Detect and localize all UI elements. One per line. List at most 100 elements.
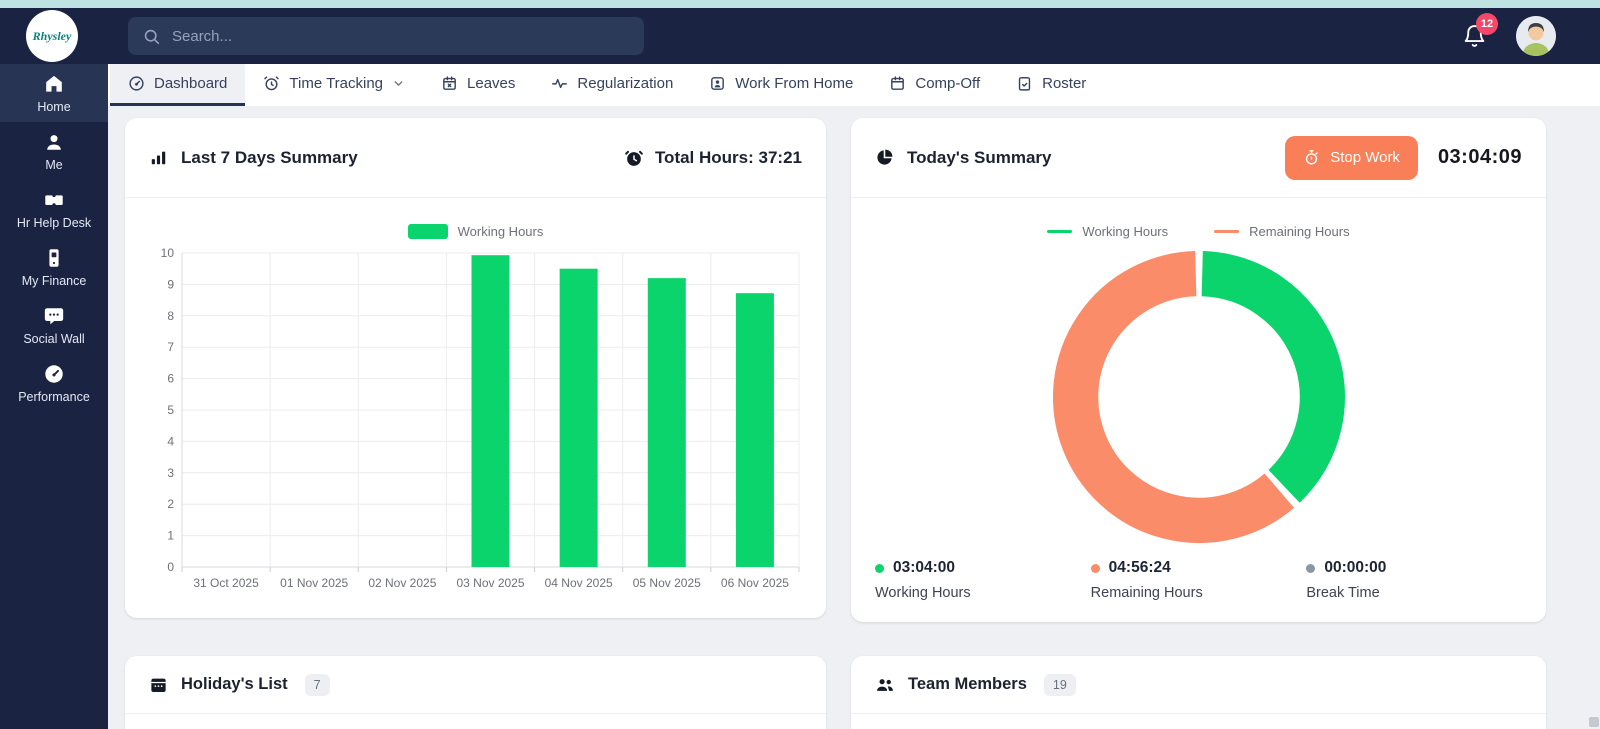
svg-text:0: 0: [167, 560, 174, 574]
svg-text:3: 3: [167, 466, 174, 480]
stat-working-hours: 03:04:00 Working Hours: [875, 559, 1091, 601]
todays-summary-card: Today's Summary Stop Work 03:04:09 Worki…: [851, 118, 1546, 622]
search-bar[interactable]: [128, 17, 644, 55]
tab-label: Time Tracking: [289, 75, 384, 92]
legend-label: Working Hours: [1082, 224, 1169, 239]
user-avatar[interactable]: [1516, 16, 1556, 56]
svg-text:8: 8: [167, 309, 174, 323]
total-hours-text: Total Hours: 37:21: [654, 147, 802, 167]
svg-text:04 Nov 2025: 04 Nov 2025: [545, 576, 613, 590]
brand-logo-text: Rhysley: [32, 28, 72, 43]
tab-dashboard[interactable]: Dashboard: [110, 64, 246, 106]
tab-regularization[interactable]: Regularization: [533, 64, 691, 106]
sidebar-item-label: My Finance: [21, 273, 87, 288]
sidebar-item-label: Home: [37, 99, 71, 114]
tab-work-from-home[interactable]: Work From Home: [691, 64, 871, 106]
stat-dot: [1090, 563, 1100, 573]
legend-line-swatch: [1047, 229, 1073, 234]
bell-icon: [1464, 25, 1485, 47]
holidays-list-card: Holiday's List 7: [125, 656, 826, 729]
stat-label: Working Hours: [875, 585, 971, 601]
sidebar-item-label: Performance: [18, 389, 90, 404]
holidays-title-row: Holiday's List 7: [149, 673, 330, 696]
stat-label: Break Time: [1306, 585, 1380, 601]
tab-label: Dashboard: [154, 75, 228, 92]
sidebar-item-label: Me: [45, 157, 63, 172]
svg-text:7: 7: [167, 340, 174, 354]
team-members-card: Team Members 19: [851, 656, 1546, 729]
card-title-text: Today's Summary: [907, 147, 1052, 167]
team-members-title-row: Team Members 19: [875, 673, 1076, 696]
clipboard-check-icon: [1018, 77, 1031, 91]
gauge-icon: [129, 76, 144, 91]
sidebar-item-hr-help-desk[interactable]: Hr Help Desk: [0, 180, 108, 238]
main-content: Last 7 Days Summary Total Hours: 37:21 W…: [108, 106, 1600, 729]
avatar-illustration: [1516, 16, 1556, 56]
top-accent-strip: [0, 0, 1600, 8]
legend-line-swatch: [1214, 229, 1240, 234]
pie-chart-icon: [877, 149, 893, 165]
legend-label: Working Hours: [457, 224, 544, 239]
home-icon: [46, 75, 62, 92]
person-badge-icon: [711, 77, 725, 90]
notifications-button[interactable]: 12: [1462, 13, 1498, 49]
phone-icon: [49, 248, 59, 267]
stopwatch-icon: [1306, 150, 1318, 165]
chevron-down-icon: [394, 81, 403, 86]
tab-comp-off[interactable]: Comp-Off: [871, 64, 998, 106]
legend-swatch: [407, 224, 448, 239]
donut-legend: Working Hours Remaining Hours: [851, 224, 1546, 239]
svg-text:6: 6: [167, 372, 174, 386]
sidebar-nav: Home Me Hr Help Desk My Finance Social W…: [0, 64, 108, 729]
tab-roster[interactable]: Roster: [998, 64, 1104, 106]
alarm-clock-icon: [625, 150, 643, 166]
sidebar-item-home[interactable]: Home: [0, 64, 108, 122]
bar-legend-working-hours[interactable]: Working Hours: [125, 224, 826, 239]
tab-leaves[interactable]: Leaves: [423, 64, 533, 106]
module-tabbar: Dashboard Time Tracking Leaves Regulariz…: [108, 64, 1600, 106]
chat-bubble-icon: [44, 307, 64, 324]
calendar-x-icon: [443, 76, 456, 90]
svg-text:2: 2: [167, 497, 174, 511]
card-title-text: Holiday's List: [181, 675, 288, 693]
stat-time-value: 00:00:00: [1324, 559, 1387, 576]
scrollbar-thumb[interactable]: [1589, 717, 1599, 727]
tab-time-tracking[interactable]: Time Tracking: [245, 64, 423, 106]
svg-text:06 Nov 2025: 06 Nov 2025: [721, 576, 789, 590]
svg-text:05 Nov 2025: 05 Nov 2025: [633, 576, 701, 590]
stat-label: Remaining Hours: [1090, 585, 1203, 601]
team-count-badge: 19: [1043, 673, 1076, 696]
stop-work-button[interactable]: Stop Work: [1285, 135, 1418, 180]
svg-text:1: 1: [167, 529, 174, 543]
notification-count-badge: 12: [1476, 13, 1498, 35]
svg-text:4: 4: [167, 434, 174, 448]
sidebar-item-label: Hr Help Desk: [16, 215, 92, 230]
legend-item-working-hours[interactable]: Working Hours: [1047, 224, 1168, 239]
holidays-count-badge: 7: [304, 673, 330, 696]
tab-label: Leaves: [467, 75, 516, 92]
bar-chart-icon: [151, 151, 166, 165]
svg-text:02 Nov 2025: 02 Nov 2025: [368, 576, 436, 590]
svg-text:9: 9: [167, 277, 174, 291]
search-input[interactable]: [172, 27, 630, 45]
sidebar-item-my-finance[interactable]: My Finance: [0, 238, 108, 296]
legend-item-remaining-hours[interactable]: Remaining Hours: [1214, 224, 1350, 239]
today-stats-row: 03:04:00 Working Hours 04:56:24 Remainin…: [851, 559, 1546, 601]
stat-dot: [1306, 563, 1316, 573]
svg-text:03 Nov 2025: 03 Nov 2025: [456, 576, 524, 590]
brand-logo[interactable]: Rhysley: [26, 10, 78, 62]
calendar-icon: [151, 678, 166, 693]
ticket-icon: [45, 193, 63, 207]
pulse-icon: [552, 78, 568, 89]
sidebar-item-social-wall[interactable]: Social Wall: [0, 296, 108, 354]
sidebar-item-me[interactable]: Me: [0, 122, 108, 180]
card-title-text: Last 7 Days Summary: [181, 147, 358, 167]
svg-text:01 Nov 2025: 01 Nov 2025: [280, 576, 348, 590]
sidebar-item-performance[interactable]: Performance: [0, 354, 108, 412]
tab-label: Roster: [1042, 75, 1087, 92]
top-header-bar: Rhysley 12: [0, 8, 1600, 64]
alarm-clock-icon: [264, 76, 280, 91]
tab-label: Comp-Off: [915, 75, 981, 92]
work-timer: 03:04:09: [1437, 146, 1522, 168]
stat-time-value: 03:04:00: [893, 559, 956, 576]
